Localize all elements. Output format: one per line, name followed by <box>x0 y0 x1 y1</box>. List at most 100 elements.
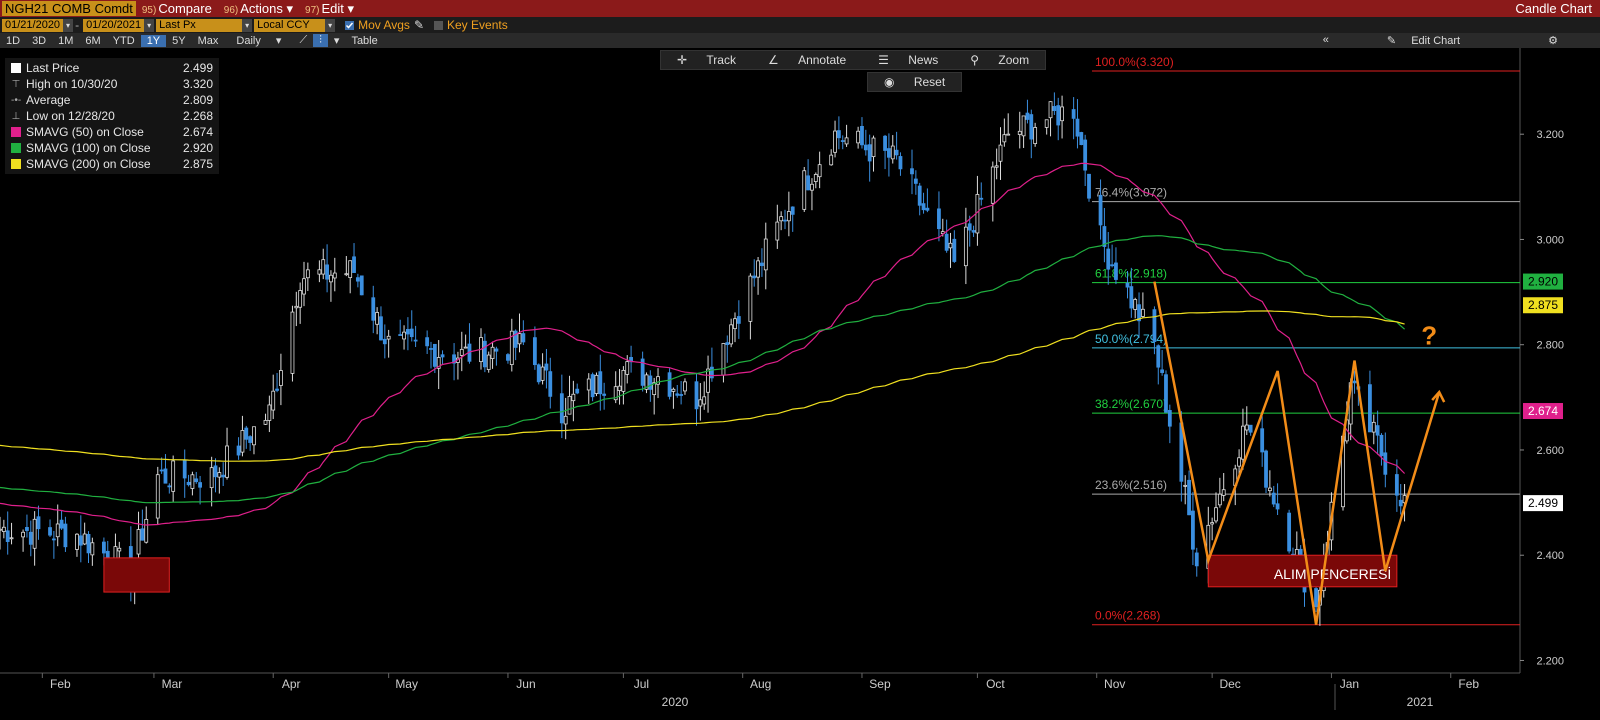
edit-chart-button[interactable]: ✎ Edit Chart <box>1375 34 1472 47</box>
candle-body <box>1129 286 1134 309</box>
candle-body <box>1267 487 1272 492</box>
candle-body <box>1183 484 1188 487</box>
candle-body <box>836 130 841 139</box>
candle-body <box>425 337 430 347</box>
period-3d[interactable]: 3D <box>32 34 47 47</box>
candle-body <box>144 519 149 543</box>
legend-label: Last Price <box>26 61 80 75</box>
chart-toolbar: ✛ Track ∠ Annotate ☰ News ⚲ Zoom <box>660 50 1047 70</box>
candle-body <box>590 374 595 398</box>
actions-menu[interactable]: 96) Actions ▾ <box>218 0 299 17</box>
candle-body <box>748 275 753 322</box>
track-tool[interactable]: ✛ Track <box>661 53 752 67</box>
annotate-tool[interactable]: ∠ Annotate <box>752 53 862 67</box>
candle-body <box>190 474 195 489</box>
candle-body <box>348 260 353 278</box>
candle-body <box>1314 588 1318 608</box>
edit-menu-label: Edit <box>321 1 344 16</box>
candle-chart[interactable]: 2.200 2.400 2.600 2.800 3.000 3.200 Feb Mar Apr M… <box>0 48 1600 720</box>
candle-chart-icon[interactable]: ⫶ <box>313 34 328 47</box>
news-label: News <box>908 53 939 67</box>
settings-gear-icon[interactable]: ⚙ <box>1548 35 1558 47</box>
reset-label: Reset <box>913 75 946 89</box>
table-button[interactable]: Table <box>351 34 378 47</box>
candle-body <box>540 366 545 381</box>
candle-body <box>575 388 580 394</box>
pencil-icon[interactable]: ✎ <box>413 18 424 32</box>
period-1y[interactable]: 1Y <box>140 34 167 47</box>
candle-body <box>790 206 795 215</box>
frequency-select[interactable]: Daily ▾ <box>224 34 293 47</box>
candle-body <box>25 527 29 531</box>
line-chart-icon[interactable]: ⟋ <box>299 34 308 46</box>
period-bar: 1D 3D 1M 6M YTD 1Y 5Y Max Daily ▾ ⟋ ⫶ ▾ … <box>0 33 1600 48</box>
period-5y[interactable]: 5Y <box>172 34 186 47</box>
period-6m[interactable]: 6M <box>85 34 101 47</box>
last-price-swatch-icon <box>11 63 21 73</box>
candle-body <box>217 472 222 478</box>
more-dropdown-icon[interactable]: ▾ <box>333 35 340 47</box>
candle-body <box>860 126 864 146</box>
period-ytd[interactable]: YTD <box>112 34 135 47</box>
candle-body <box>463 346 468 349</box>
candle-body <box>863 144 868 151</box>
start-date-field[interactable]: 01/21/2020 <box>2 18 64 32</box>
candle-body <box>1056 105 1061 126</box>
candle-body <box>344 273 349 276</box>
buy-window-box-left <box>103 557 170 593</box>
reset-icon: ◉ <box>884 75 895 89</box>
candle-body <box>944 233 949 251</box>
reset-button[interactable]: ◉ Reset <box>867 72 963 92</box>
mov-avgs-label: Mov Avgs <box>358 18 410 32</box>
price-field-select[interactable]: Last Px <box>156 18 243 32</box>
legend-row: SMAVG (100) on Close 2.920 <box>5 140 219 156</box>
candle-body <box>1352 380 1357 384</box>
x-month-label: Jun <box>516 677 535 691</box>
candle-body <box>1271 492 1276 505</box>
edit-menu[interactable]: 97) Edit ▾ <box>299 0 360 17</box>
currency-select[interactable]: Local CCY <box>254 18 326 32</box>
price-field-dropdown-icon[interactable]: ▾ <box>242 18 253 32</box>
period-max[interactable]: Max <box>197 34 219 47</box>
candle-body <box>856 130 861 144</box>
period-1d[interactable]: 1D <box>6 34 21 47</box>
candle-body <box>517 333 522 345</box>
candle-body <box>405 329 410 335</box>
legend-row: -•- Average 2.809 <box>5 92 219 108</box>
buy-window-label: ALIM PENCERESİ <box>1274 565 1391 582</box>
ticker-field[interactable]: NGH21 COMB Comdt <box>2 1 136 16</box>
zoom-tool[interactable]: ⚲ Zoom <box>954 53 1045 67</box>
question-mark-annotation: ? <box>1421 321 1437 351</box>
end-date-dropdown-icon[interactable]: ▾ <box>144 18 155 32</box>
candle-body <box>1167 409 1172 427</box>
news-tool[interactable]: ☰ News <box>862 53 954 67</box>
candle-body <box>359 275 364 296</box>
candle-body <box>544 363 549 371</box>
currency-dropdown-icon[interactable]: ▾ <box>325 18 336 32</box>
key-events-checkbox-icon[interactable] <box>434 20 443 30</box>
period-1m[interactable]: 1M <box>58 34 74 47</box>
y-tick-label: 2.800 <box>1536 340 1564 352</box>
start-date-dropdown-icon[interactable]: ▾ <box>63 18 74 32</box>
candle-body <box>1371 421 1376 433</box>
y-tick-label: 3.200 <box>1536 129 1564 141</box>
candle-body <box>894 149 899 156</box>
candles-group <box>0 92 1407 626</box>
end-date-field[interactable]: 01/20/2021 <box>83 18 145 32</box>
candle-body <box>1214 507 1218 522</box>
legend-row: ⊤ High on 10/30/20 3.320 <box>5 76 219 92</box>
candle-body <box>459 348 464 356</box>
candle-body <box>763 238 768 271</box>
candle-body <box>967 223 972 231</box>
legend-value: 2.499 <box>182 61 213 75</box>
mov-avgs-checkbox-icon[interactable] <box>345 20 355 30</box>
candle-body <box>490 346 495 359</box>
candle-body <box>32 518 37 549</box>
candle-body <box>371 297 376 321</box>
candle-body <box>86 533 91 554</box>
x-month-label: Jan <box>1340 677 1359 691</box>
compare-menu[interactable]: 95) Compare <box>136 0 218 17</box>
candle-body <box>263 420 268 425</box>
collapse-icon[interactable]: « <box>1322 34 1329 46</box>
candle-body <box>998 144 1003 162</box>
